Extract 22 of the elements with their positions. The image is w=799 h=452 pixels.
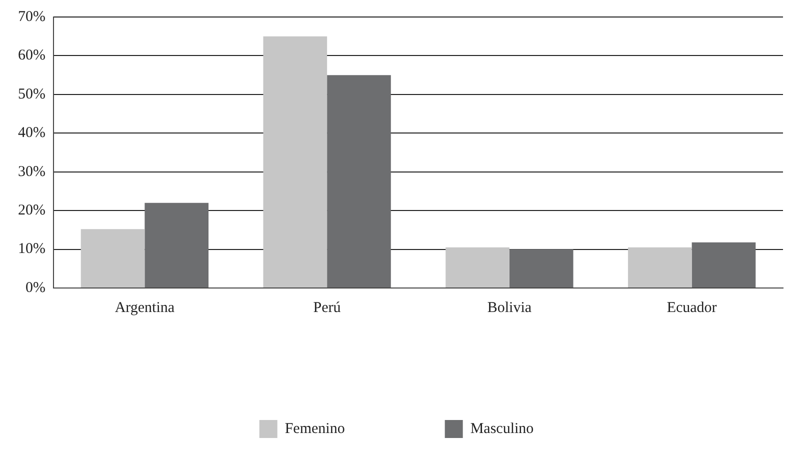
bar — [327, 75, 391, 288]
y-tick-label: 30% — [18, 164, 46, 180]
x-tick-label: Ecuador — [666, 300, 717, 316]
legend-label: Femenino — [284, 420, 345, 437]
x-tick-label: Bolivia — [487, 300, 532, 316]
bar — [144, 202, 209, 288]
y-tick-label: 60% — [18, 48, 46, 64]
legend-label: Masculino — [470, 420, 534, 437]
x-tick-label: Perú — [313, 300, 342, 316]
y-tick-label: 40% — [18, 125, 46, 142]
y-tick-label: 10% — [18, 241, 46, 258]
y-tick-label: 0% — [25, 280, 46, 296]
x-tick-label: Argentina — [114, 300, 175, 316]
y-tick-label: 20% — [18, 202, 46, 219]
bar — [509, 249, 574, 288]
bar — [446, 247, 510, 288]
bar — [692, 242, 756, 288]
y-tick-label: 50% — [18, 86, 46, 102]
bar — [80, 229, 145, 288]
bar — [263, 36, 328, 288]
bar — [628, 247, 692, 288]
y-tick-label: 70% — [18, 8, 46, 25]
